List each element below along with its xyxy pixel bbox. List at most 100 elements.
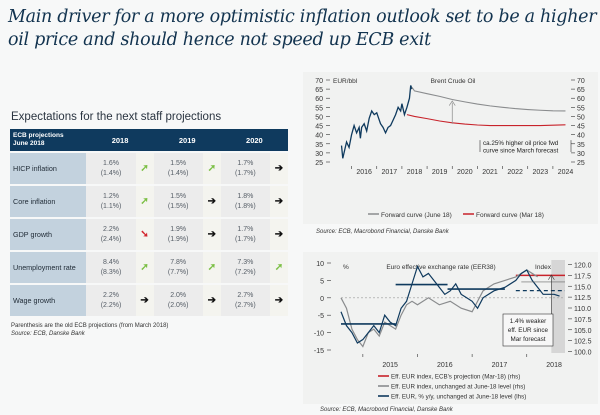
arrow-up-icon: ➚	[207, 162, 216, 174]
x-tick-label: 2017	[492, 362, 508, 369]
oil-chart: 25 25 30 30 35 35 40 40 45 45 50 50 55 55 60 60 65 65 70 70…	[315, 78, 585, 219]
series-line	[340, 269, 539, 348]
y-tick-label-left: 50	[315, 114, 323, 121]
chart-title: Brent Crude Oil	[431, 78, 476, 85]
y-tick-label-right: 40	[577, 133, 585, 140]
arrow-up-icon: ➚	[140, 195, 149, 207]
y-tick-label-right: 100.0	[574, 350, 592, 357]
x-tick-label: 2018	[407, 169, 423, 176]
arrow-cell: ➔	[202, 219, 221, 250]
new-value: 1.2%	[103, 192, 120, 200]
y-tick-label-left: -5	[318, 313, 324, 320]
header-label-line2: June 2018	[13, 140, 45, 147]
y-tick-label-right: 112.5	[574, 295, 591, 302]
y-tick-label-left: 35	[315, 142, 323, 149]
y-tick-label-right: 60	[577, 96, 585, 103]
table-row: Wage growth 2.2% (2.2%) ➔ 2.0% (2.0%) ➔ 2.7% (2.…	[10, 285, 288, 316]
y-tick-label-right: 30	[577, 151, 585, 158]
legend-label: Eff. EUR index, ECB's projection (Mar-18…	[391, 374, 520, 381]
x-tick-label: 2022	[507, 169, 523, 176]
annotation-line2: curve since March forecast	[483, 147, 558, 154]
y-tick-label-left: 45	[315, 124, 323, 131]
series-line	[340, 85, 413, 159]
y-tick-label-right: 45	[577, 124, 585, 131]
arrow-flat-icon: ➔	[274, 294, 284, 306]
arrow-flat-icon: ➔	[274, 162, 284, 174]
projection-cell: 8.4% (8.3%)	[86, 252, 136, 283]
arrow-cell: ➘	[135, 219, 154, 250]
arrow-cell: ➔	[269, 219, 288, 250]
row-label: Unemployment rate	[10, 252, 87, 283]
x-tick-label: 2016	[437, 362, 453, 369]
projection-cell: 2.2% (2.4%)	[86, 219, 136, 250]
x-tick-label: 2023	[533, 169, 549, 176]
new-value: 2.2%	[103, 225, 120, 233]
arrow-cell: ➔	[269, 186, 288, 217]
new-value: 1.5%	[170, 192, 187, 200]
table-row: HICP inflation 1.6% (1.4%) ➚ 1.5% (1.4%) ➚ 1.7%…	[10, 153, 288, 184]
y-tick-label-right: 105.0	[574, 328, 592, 335]
arrow-cell: ➔	[202, 285, 221, 316]
header-label-line1: ECB projections	[13, 132, 64, 139]
x-tick-label: 2021	[482, 169, 498, 176]
old-value: (1.9%)	[167, 235, 189, 243]
arrow-cell: ➔	[135, 285, 154, 316]
y-tick-label-right: 117.5	[574, 273, 591, 280]
table-source: Source: ECB, Danske Bank	[11, 331, 85, 337]
table-header-row: ECB projections June 2018 2018 2019 2020	[10, 129, 288, 151]
y-tick-label-left: 70	[315, 78, 323, 85]
new-value: 1.6%	[103, 159, 120, 167]
eur-chart-panel: -15 -10 -5 0 5 10 100.0 102.5 105.0 107.5 110.0 112…	[303, 252, 598, 404]
arrow-head-icon	[448, 100, 456, 106]
projection-cell: 1.7% (1.7%)	[220, 219, 270, 250]
projection-cell: 2.2% (2.2%)	[86, 285, 136, 316]
annotation-line3: Mar forecast	[511, 336, 546, 343]
y-tick-label-right: 55	[577, 105, 585, 112]
row-label: Wage growth	[10, 285, 87, 316]
arrow-cell: ➚	[135, 252, 154, 283]
series-line	[340, 264, 560, 344]
oil-chart-panel: 25 25 30 30 35 35 40 40 45 45 50 50 55 55 60 60 65 65 70 70…	[303, 72, 598, 224]
projection-cell: 1.9% (1.9%)	[153, 219, 203, 250]
new-value: 1.5%	[170, 159, 187, 167]
arrow-flat-icon: ➔	[274, 228, 284, 240]
old-value: (1.8%)	[235, 202, 256, 210]
projection-cell: 1.5% (1.5%)	[153, 186, 203, 217]
projection-cell: 7.3% (7.2%)	[220, 252, 270, 283]
y-tick-label-left: 40	[315, 133, 323, 140]
arrow-flat-icon: ➔	[140, 294, 149, 306]
old-value: (1.1%)	[100, 202, 122, 210]
new-value: 7.3%	[237, 258, 254, 266]
table-note: Parenthesis are the old ECB projections …	[11, 323, 169, 329]
row-label: Core inflation	[10, 186, 87, 217]
y-tick-label-left: 10	[316, 261, 324, 268]
y-tick-label-right: 115.0	[574, 284, 591, 291]
table-heading: Expectations for the next staff projecti…	[11, 111, 222, 123]
y-axis-label-left: %	[343, 264, 349, 271]
row-label: HICP inflation	[10, 153, 87, 184]
arrow-up-icon: ➚	[274, 261, 284, 273]
y-axis-label-right: Index	[535, 264, 552, 271]
projection-cell: 1.6% (1.4%)	[86, 153, 136, 184]
arrow-head-icon	[548, 274, 555, 280]
old-value: (1.7%)	[235, 169, 256, 177]
new-value: 1.8%	[237, 192, 254, 200]
table-footnote: Parenthesis are the old ECB projections …	[11, 322, 168, 338]
series-line	[406, 114, 566, 127]
arrow-down-icon: ➘	[140, 228, 149, 240]
old-value: (7.7%)	[167, 268, 189, 276]
old-value: (2.0%)	[167, 301, 189, 309]
legend-label: Forward curve (Mar 18)	[476, 212, 544, 219]
y-tick-label-right: 70	[577, 78, 585, 85]
arrow-up-icon: ➚	[140, 261, 149, 273]
y-tick-label-left: -10	[314, 331, 324, 338]
new-value: 2.2%	[103, 291, 120, 299]
y-tick-label-right: 120.0	[574, 263, 592, 270]
y-tick-label-left: 30	[315, 151, 323, 158]
table-row: GDP growth 2.2% (2.4%) ➘ 1.9% (1.9%) ➔ 1.7% (1.7…	[10, 219, 288, 250]
arrow-cell: ➚	[135, 153, 154, 184]
old-value: (2.2%)	[100, 301, 122, 309]
chart-title: Euro effective exchange rate (EER38)	[386, 264, 495, 271]
annotation-line1: 1.4% weaker	[510, 318, 546, 325]
arrow-flat-icon: ➔	[207, 228, 216, 240]
